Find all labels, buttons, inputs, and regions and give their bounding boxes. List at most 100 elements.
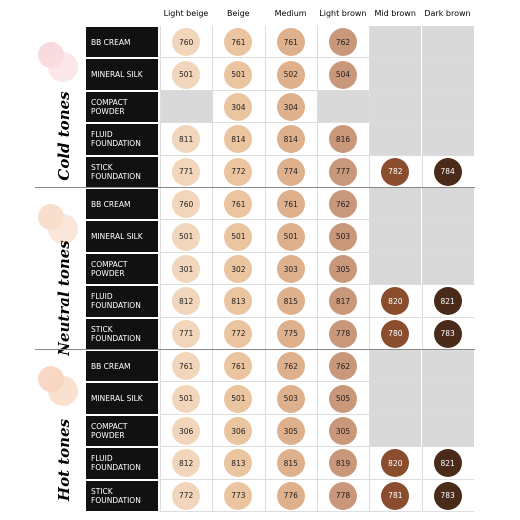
cell [369,26,422,59]
product-label: STICK FOUNDATION [86,156,158,187]
shade-swatch: 760 [172,28,201,57]
cell [212,382,265,415]
shade-swatch: 305 [276,417,305,445]
cell [369,479,422,512]
shade-swatch: 761 [276,28,305,57]
shade-swatch: 774 [276,157,305,186]
shade-swatch: 821 [433,449,462,478]
cell [316,220,370,253]
cell [421,58,474,91]
cell [421,220,474,253]
cell [369,188,422,221]
cell [160,285,213,318]
cell [160,414,213,448]
cell [421,479,474,512]
shade-swatch: 761 [224,190,253,219]
shade-swatch: 782 [381,157,410,186]
tone-swatch [48,376,78,406]
shade-swatch: 305 [329,417,358,445]
shade-swatch: 503 [276,384,305,413]
cell [212,252,265,286]
cell [369,285,422,318]
product-label: STICK FOUNDATION [86,318,158,349]
cell [316,382,370,415]
product-label: FLUID FOUNDATION [86,286,158,317]
cell [421,252,474,286]
shade-swatch: 815 [276,287,305,316]
cell [369,447,422,480]
shade-swatch: 761 [172,352,201,381]
cell [264,188,317,221]
cell [160,26,213,59]
column-header: Light brown [319,9,367,18]
shade-swatch: 501 [224,222,253,251]
shade-swatch: 814 [276,125,305,154]
shade-swatch: 771 [172,319,201,348]
cell [264,479,317,512]
cell [212,479,265,512]
shade-swatch: 812 [172,449,201,478]
shade-swatch: 813 [224,287,253,316]
shade-swatch: 505 [329,384,358,413]
shade-swatch: 501 [276,222,305,251]
cell [421,382,474,415]
cell [264,26,317,59]
shade-swatch: 772 [224,157,253,186]
cell [264,447,317,480]
shade-swatch: 777 [329,157,358,186]
shade-swatch: 771 [172,157,201,186]
shade-swatch: 781 [381,481,410,510]
column-header: Light beige [163,9,209,18]
cell [421,26,474,59]
shade-swatch: 761 [276,190,305,219]
product-label: MINERAL SILK [86,59,158,90]
shade-swatch: 501 [224,60,253,89]
cell [316,285,370,318]
cell [316,447,370,480]
cell [421,350,474,383]
shade-swatch: 815 [276,449,305,478]
group-label: Neutral tones [55,240,73,356]
cell [369,350,422,383]
shade-swatch: 762 [329,352,358,381]
shade-swatch: 780 [381,319,410,348]
cell [212,26,265,59]
cell [212,123,265,156]
shade-swatch: 778 [329,481,358,510]
shade-swatch: 813 [224,449,253,478]
cell [264,58,317,91]
cell [421,447,474,480]
shade-swatch: 784 [433,157,462,186]
shade-swatch: 762 [276,352,305,381]
cell [369,90,422,124]
shade-swatch: 772 [224,319,253,348]
group-label: Hot tones [55,418,73,502]
cell [160,350,213,383]
product-label: FLUID FOUNDATION [86,124,158,155]
shade-swatch: 819 [329,449,358,478]
cell [264,350,317,383]
shade-swatch: 762 [329,190,358,219]
cell [212,90,265,124]
shade-swatch: 812 [172,287,201,316]
cell [160,479,213,512]
shade-swatch: 817 [329,287,358,316]
shade-swatch: 773 [224,481,253,510]
shade-swatch: 502 [276,60,305,89]
product-label: BB CREAM [86,27,158,58]
shade-swatch: 820 [381,287,410,316]
cell [421,123,474,156]
cell [421,90,474,124]
cell [160,188,213,221]
cell [316,414,370,448]
shade-swatch: 306 [224,417,253,445]
tone-swatch [48,214,78,244]
shade-swatch: 501 [224,384,253,413]
cell [160,382,213,415]
tone-swatch [48,52,78,82]
cell [212,58,265,91]
shade-swatch: 303 [276,255,305,283]
cell [421,414,474,448]
product-label: COMPACT POWDER [86,253,158,285]
